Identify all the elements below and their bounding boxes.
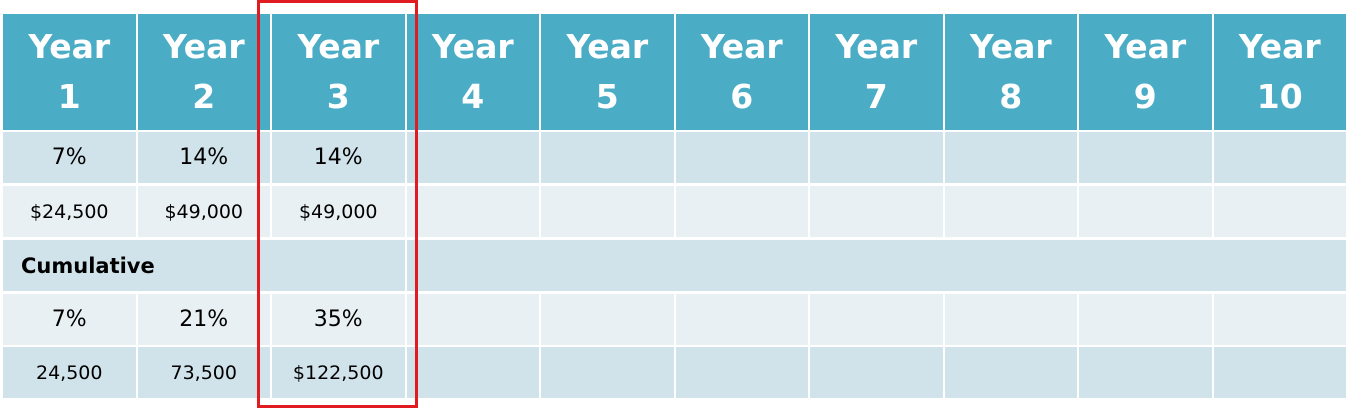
header-cell: Year 6 <box>675 14 808 130</box>
empty-cell <box>541 186 674 237</box>
data-cell: 24,500 <box>3 347 136 398</box>
data-cell: 14% <box>272 132 405 183</box>
empty-cell <box>406 186 539 237</box>
section-label: Cumulative <box>3 240 405 291</box>
empty-cell <box>810 186 943 237</box>
header-cell: Year 2 <box>137 14 270 130</box>
data-cell: $24,500 <box>3 186 136 237</box>
header-cell: Year 1 <box>3 14 136 130</box>
empty-cell <box>541 294 674 345</box>
empty-cell <box>944 294 1077 345</box>
empty-cell <box>675 132 808 183</box>
section-fill <box>406 240 1346 291</box>
empty-cell <box>944 186 1077 237</box>
empty-cell <box>675 347 808 398</box>
empty-cell <box>1213 347 1346 398</box>
empty-cell <box>944 132 1077 183</box>
empty-cell <box>810 347 943 398</box>
empty-cell <box>1079 294 1212 345</box>
header-cell: Year 5 <box>541 14 674 130</box>
empty-cell <box>810 294 943 345</box>
empty-cell <box>1213 294 1346 345</box>
empty-cell <box>1213 132 1346 183</box>
data-cell: 14% <box>137 132 270 183</box>
data-cell: $49,000 <box>137 186 270 237</box>
empty-cell <box>406 347 539 398</box>
empty-cell <box>541 347 674 398</box>
empty-cell <box>406 132 539 183</box>
empty-cell <box>541 132 674 183</box>
header-cell: Year 7 <box>810 14 943 130</box>
empty-cell <box>675 294 808 345</box>
data-cell: $122,500 <box>272 347 405 398</box>
empty-cell <box>1079 347 1212 398</box>
empty-cell <box>675 186 808 237</box>
data-cell: 21% <box>137 294 270 345</box>
header-cell: Year 8 <box>944 14 1077 130</box>
empty-cell <box>1079 132 1212 183</box>
data-cell: $49,000 <box>272 186 405 237</box>
header-cell: Year 3 <box>272 14 405 130</box>
empty-cell <box>1079 186 1212 237</box>
data-cell: 73,500 <box>137 347 270 398</box>
empty-cell <box>1213 186 1346 237</box>
empty-cell <box>406 294 539 345</box>
data-cell: 7% <box>3 294 136 345</box>
data-cell: 7% <box>3 132 136 183</box>
empty-cell <box>944 347 1077 398</box>
header-cell: Year 9 <box>1079 14 1212 130</box>
data-cell: 35% <box>272 294 405 345</box>
empty-cell <box>810 132 943 183</box>
header-cell: Year 10 <box>1213 14 1346 130</box>
header-cell: Year 4 <box>406 14 539 130</box>
